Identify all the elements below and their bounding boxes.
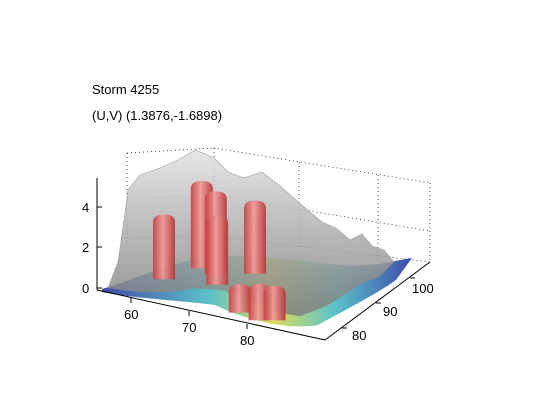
red-core-8: [263, 285, 286, 321]
red-core-4: [206, 215, 229, 285]
z-axis: [97, 206, 102, 289]
x-tick-60: 60: [124, 307, 138, 322]
y-axis: [342, 277, 415, 329]
x-axis: [130, 298, 248, 329]
axes-lines: [96, 178, 431, 341]
y-tick-100: 100: [412, 281, 434, 296]
y-tick-80: 80: [352, 328, 366, 343]
chart-subtitle: (U,V) (1.3876,-1.6898): [92, 108, 223, 123]
x-tick-80: 80: [240, 333, 254, 348]
y-tick-90: 90: [383, 304, 397, 319]
red-cores: [153, 180, 286, 321]
chart-title: Storm 4255: [92, 82, 160, 97]
z-tick-4: 4: [82, 200, 89, 215]
z-tick-0: 0: [82, 281, 89, 296]
red-core-5: [244, 200, 266, 274]
red-core-1: [153, 214, 175, 280]
x-tick-70: 70: [182, 320, 196, 335]
z-tick-2: 2: [82, 240, 89, 255]
red-core-6: [228, 284, 251, 313]
